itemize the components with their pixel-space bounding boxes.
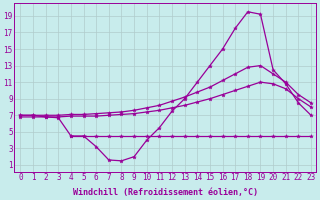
X-axis label: Windchill (Refroidissement éolien,°C): Windchill (Refroidissement éolien,°C) [73,188,258,197]
